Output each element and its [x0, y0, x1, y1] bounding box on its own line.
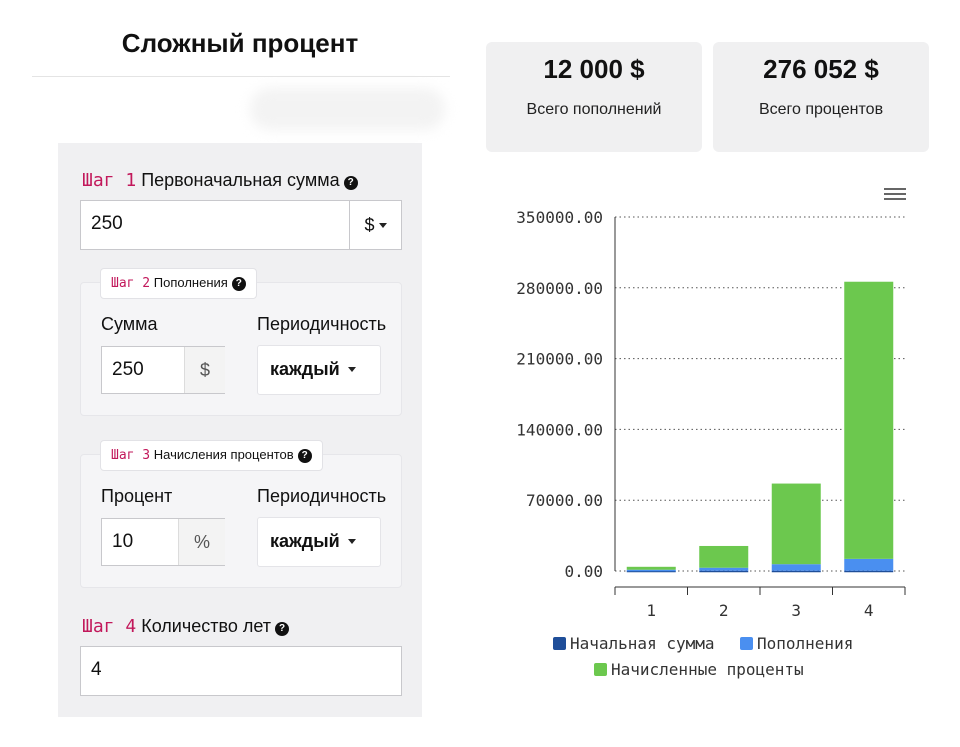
x-tick-label: 1	[646, 601, 656, 620]
bar-segment	[844, 281, 894, 559]
page-title: Сложный процент	[121, 28, 359, 58]
bar-segment	[626, 569, 676, 572]
bar-segment	[626, 570, 676, 573]
interest-period-value: каждый	[270, 531, 340, 551]
legend-label: Начисленные проценты	[611, 660, 804, 679]
legend-swatch	[553, 637, 566, 650]
deposit-period-value: каждый	[270, 359, 340, 379]
chart-bars	[626, 281, 894, 573]
deposit-unit: $	[184, 347, 225, 393]
help-icon[interactable]: ?	[343, 176, 358, 190]
bar-segment	[699, 567, 749, 571]
step2-heading: Шаг 2 Пополнения?	[100, 268, 257, 299]
legend-swatch	[740, 637, 753, 650]
chart-axes: 0.00 70000.00 140000.00 210000.00 280000.00 3…	[516, 208, 906, 620]
step2-label: Пополнения	[153, 275, 228, 290]
deposit-amount-value: 250	[112, 359, 144, 380]
bar-segment	[626, 566, 676, 570]
interest-period-dropdown[interactable]: каждый	[257, 517, 381, 567]
stacked-bar-chart: 0.00 70000.00 140000.00 210000.00 280000.00 3…	[516, 208, 906, 620]
legend-item-interest[interactable]: Начисленные проценты	[594, 660, 804, 679]
stat-value: 12 000 $	[543, 54, 645, 84]
y-tick-label: 0.00	[564, 562, 603, 581]
chevron-down-icon	[347, 367, 356, 372]
title-divider	[32, 76, 450, 77]
step4-heading: Шаг 4 Количество лет?	[82, 616, 290, 637]
legend-item-initial[interactable]: Начальная сумма	[553, 634, 715, 653]
bar-segment	[771, 570, 821, 573]
rate-label: Процент	[101, 486, 173, 506]
step4-label: Количество лет	[141, 616, 272, 636]
step3-tag: Шаг 3	[111, 448, 151, 463]
x-tick-label: 2	[719, 601, 729, 620]
y-tick-label: 140000.00	[516, 420, 603, 439]
step1-label: Первоначальная сумма	[141, 170, 340, 190]
bar-segment	[844, 570, 894, 573]
deposit-period-label: Периодичность	[257, 314, 387, 334]
deposit-period-dropdown[interactable]: каждый	[257, 345, 381, 395]
blurred-area	[250, 88, 445, 130]
x-tick-label: 4	[864, 601, 874, 620]
help-icon[interactable]: ?	[297, 449, 312, 463]
deposit-amount-label: Сумма	[101, 314, 158, 334]
rate-value: 10	[112, 531, 134, 552]
stat-card-deposits: 12 000 $ Всего пополнений	[486, 42, 702, 152]
bar-segment	[771, 564, 821, 571]
stat-label: Всего процентов	[758, 101, 884, 118]
step4-tag: Шаг 4	[82, 616, 137, 637]
stat-value: 276 052 $	[763, 54, 879, 84]
step3-heading: Шаг 3 Начисления процентов?	[100, 440, 323, 471]
help-icon[interactable]: ?	[275, 622, 290, 636]
legend-item-deposits[interactable]: Пополнения	[740, 634, 853, 653]
currency-dropdown[interactable]: $	[349, 200, 402, 250]
bar-segment	[771, 483, 821, 565]
interest-period-label: Периодичность	[257, 486, 387, 506]
bar-segment	[844, 558, 894, 571]
legend-swatch	[594, 663, 607, 676]
help-icon[interactable]: ?	[231, 277, 246, 291]
step3-label: Начисления процентов	[153, 447, 294, 462]
stat-card-interest: 276 052 $ Всего процентов	[713, 42, 929, 152]
currency-label: $	[364, 215, 375, 235]
chart-grid	[615, 216, 905, 572]
initial-amount-input[interactable]: 250	[80, 200, 350, 250]
y-tick-label: 210000.00	[516, 350, 603, 369]
rate-unit: %	[178, 519, 225, 565]
bar-segment	[699, 570, 749, 573]
years-input[interactable]: 4	[80, 646, 402, 696]
step2-tag: Шаг 2	[111, 276, 151, 291]
menu-icon[interactable]	[884, 188, 906, 204]
stat-label: Всего пополнений	[526, 101, 662, 118]
chevron-down-icon	[347, 539, 356, 544]
y-tick-label: 280000.00	[516, 279, 603, 298]
x-tick-label: 3	[791, 601, 801, 620]
step1-tag: Шаг 1	[82, 170, 137, 191]
y-tick-label: 70000.00	[526, 491, 603, 510]
y-tick-label: 350000.00	[516, 208, 603, 227]
chevron-down-icon	[378, 223, 387, 228]
bar-segment	[699, 545, 749, 568]
legend-label: Пополнения	[757, 634, 854, 653]
legend-label: Начальная сумма	[570, 634, 715, 653]
step1-heading: Шаг 1 Первоначальная сумма?	[82, 170, 358, 191]
